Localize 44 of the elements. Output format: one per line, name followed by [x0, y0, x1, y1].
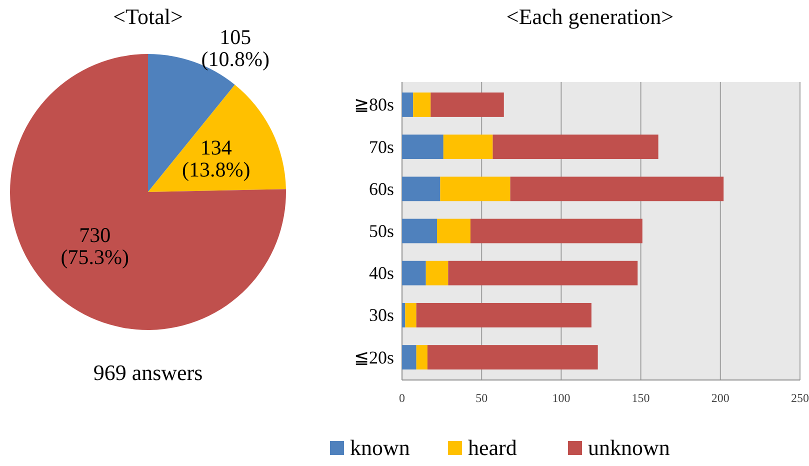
- bar: [430, 92, 504, 117]
- bar: [470, 218, 642, 244]
- pie-slice: [148, 84, 286, 192]
- legend-label: known: [350, 435, 410, 460]
- legend-label: unknown: [588, 435, 670, 460]
- bar: [402, 218, 438, 244]
- x-tick-label: 250: [791, 391, 809, 405]
- bar: [492, 134, 658, 160]
- x-tick-label: 50: [476, 391, 488, 405]
- x-tick-label: 200: [711, 391, 730, 405]
- bar: [413, 92, 431, 117]
- bar: [426, 260, 448, 286]
- data-label: 105 (10.8%): [201, 25, 270, 71]
- chart-title: <Total>: [113, 4, 183, 29]
- y-tick-label: 30s: [368, 305, 394, 326]
- bar: [440, 176, 510, 202]
- legend-label: heard: [468, 435, 517, 460]
- x-tick-label: 150: [632, 391, 650, 405]
- chart-title: <Each generation>: [506, 4, 674, 29]
- bar: [443, 134, 493, 160]
- x-tick-label: 100: [552, 391, 570, 405]
- y-tick-label: 70s: [368, 136, 394, 157]
- bar: [427, 345, 598, 370]
- bar: [402, 345, 416, 370]
- data-label: 134 (13.8%): [182, 136, 250, 182]
- bar: [437, 218, 470, 244]
- bar: [402, 134, 444, 160]
- bar: [402, 176, 440, 202]
- bar: [402, 92, 414, 117]
- y-tick-label: ≧80s: [354, 94, 394, 115]
- bar: [510, 176, 724, 202]
- x-tick-label: 0: [399, 391, 405, 405]
- y-tick-label: ≦20s: [354, 347, 394, 368]
- bar: [402, 302, 406, 328]
- data-label: 730 (75.3%): [60, 223, 130, 270]
- bar: [416, 345, 428, 370]
- y-tick-label: 40s: [368, 263, 394, 284]
- bar: [405, 302, 416, 328]
- bar: [416, 302, 592, 328]
- y-tick-label: 60s: [368, 178, 394, 199]
- text: 969 answers: [93, 360, 203, 385]
- bar: [448, 260, 638, 286]
- bar: [402, 260, 426, 286]
- y-tick-label: 50s: [368, 221, 394, 241]
